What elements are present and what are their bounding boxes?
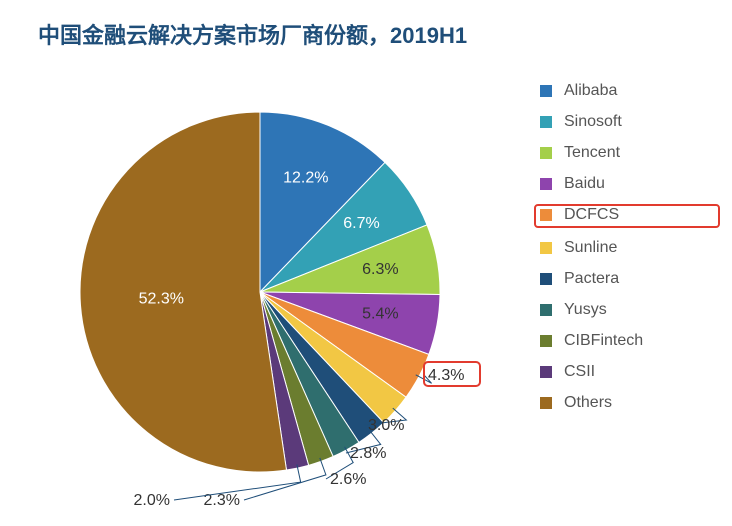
legend-swatch bbox=[540, 85, 552, 97]
legend-label: Tencent bbox=[564, 144, 620, 162]
legend-label: CSII bbox=[564, 363, 595, 381]
legend-label: Pactera bbox=[564, 270, 619, 288]
legend-item-pactera: Pactera bbox=[540, 270, 720, 288]
legend-item-yusys: Yusys bbox=[540, 301, 720, 319]
slice-label: 4.3% bbox=[428, 367, 464, 384]
legend-item-others: Others bbox=[540, 394, 720, 412]
legend-swatch bbox=[540, 116, 552, 128]
legend-swatch bbox=[540, 178, 552, 190]
slice-label: 52.3% bbox=[139, 291, 184, 308]
legend-label: CIBFintech bbox=[564, 332, 643, 350]
legend-label: Sinosoft bbox=[564, 113, 622, 131]
slice-label: 3.0% bbox=[368, 417, 404, 434]
legend-swatch bbox=[540, 366, 552, 378]
slice-label: 2.0% bbox=[134, 492, 170, 509]
legend-label: Alibaba bbox=[564, 82, 617, 100]
legend-swatch bbox=[540, 397, 552, 409]
legend-item-alibaba: Alibaba bbox=[540, 82, 720, 100]
legend-swatch bbox=[540, 273, 552, 285]
legend-swatch bbox=[540, 335, 552, 347]
legend-swatch bbox=[540, 304, 552, 316]
legend-label: Others bbox=[564, 394, 612, 412]
slice-label: 12.2% bbox=[283, 170, 328, 187]
legend-item-sinosoft: Sinosoft bbox=[540, 113, 720, 131]
legend-label: DCFCS bbox=[564, 206, 619, 224]
slice-label: 2.8% bbox=[350, 445, 386, 462]
slice-label: 6.3% bbox=[362, 261, 398, 278]
slice-label: 6.7% bbox=[343, 215, 379, 232]
pie-chart: 12.2% 6.7% 6.3% 5.4% 52.3% 4.3% 3.0% 2.8% 2.6% 2.… bbox=[30, 60, 510, 520]
legend-item-baidu: Baidu bbox=[540, 175, 720, 193]
legend-label: Sunline bbox=[564, 239, 617, 257]
legend-label: Yusys bbox=[564, 301, 607, 319]
legend-label: Baidu bbox=[564, 175, 605, 193]
legend-swatch bbox=[540, 147, 552, 159]
legend: Alibaba Sinosoft Tencent Baidu DCFCS Sunline P… bbox=[540, 82, 720, 425]
slice-label: 2.6% bbox=[330, 471, 366, 488]
legend-item-tencent: Tencent bbox=[540, 144, 720, 162]
legend-swatch bbox=[540, 242, 552, 254]
slice-label: 5.4% bbox=[362, 306, 398, 323]
legend-item-cibfintech: CIBFintech bbox=[540, 332, 720, 350]
legend-item-csii: CSII bbox=[540, 363, 720, 381]
legend-item-dcfcs: DCFCS bbox=[534, 204, 720, 228]
legend-swatch bbox=[540, 209, 552, 221]
legend-item-sunline: Sunline bbox=[540, 239, 720, 257]
chart-title: 中国金融云解决方案市场厂商份额，2019H1 bbox=[38, 18, 467, 50]
